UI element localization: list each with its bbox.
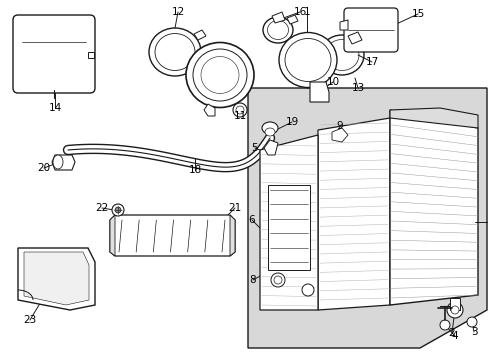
Text: 18: 18 — [188, 165, 201, 175]
Circle shape — [273, 276, 282, 284]
Circle shape — [439, 320, 449, 330]
Text: 9: 9 — [336, 121, 343, 131]
Text: 12: 12 — [171, 7, 184, 17]
Ellipse shape — [185, 42, 253, 108]
Ellipse shape — [193, 49, 246, 101]
Text: 22: 22 — [95, 203, 108, 213]
Circle shape — [236, 106, 244, 114]
Polygon shape — [317, 118, 389, 310]
Text: 7: 7 — [486, 217, 488, 227]
Polygon shape — [247, 88, 486, 348]
Text: 15: 15 — [410, 9, 424, 19]
Text: 10: 10 — [326, 77, 339, 87]
Text: 23: 23 — [23, 315, 37, 325]
Circle shape — [112, 204, 124, 216]
Polygon shape — [389, 110, 477, 305]
FancyBboxPatch shape — [343, 8, 397, 52]
Ellipse shape — [319, 35, 363, 75]
Polygon shape — [24, 252, 89, 305]
Ellipse shape — [149, 28, 201, 76]
Text: 2: 2 — [448, 328, 454, 338]
Polygon shape — [110, 215, 235, 256]
Text: 14: 14 — [48, 103, 61, 113]
Text: 16: 16 — [293, 7, 306, 17]
Polygon shape — [88, 52, 94, 58]
Ellipse shape — [267, 21, 288, 40]
Ellipse shape — [262, 122, 278, 134]
Ellipse shape — [155, 33, 195, 71]
Text: 1: 1 — [303, 7, 310, 17]
Ellipse shape — [264, 128, 274, 136]
Polygon shape — [52, 155, 75, 170]
Polygon shape — [331, 128, 347, 142]
Circle shape — [450, 306, 458, 314]
Text: 6: 6 — [248, 215, 255, 225]
Text: 19: 19 — [285, 117, 298, 127]
Text: 21: 21 — [228, 203, 241, 213]
Text: 8: 8 — [249, 275, 256, 285]
Ellipse shape — [279, 32, 336, 87]
Ellipse shape — [285, 39, 330, 81]
Text: 20: 20 — [38, 163, 50, 173]
Text: 11: 11 — [233, 111, 246, 121]
Ellipse shape — [325, 40, 358, 71]
Polygon shape — [286, 15, 297, 24]
Polygon shape — [260, 135, 317, 310]
Polygon shape — [347, 32, 361, 44]
Text: 4: 4 — [451, 331, 457, 341]
Polygon shape — [18, 248, 95, 310]
Circle shape — [302, 284, 313, 296]
Bar — [449, 298, 459, 310]
Polygon shape — [389, 108, 477, 128]
Text: 17: 17 — [365, 57, 378, 67]
Bar — [267, 185, 309, 270]
FancyBboxPatch shape — [13, 15, 95, 93]
Polygon shape — [203, 104, 215, 116]
Polygon shape — [339, 20, 347, 30]
Ellipse shape — [263, 17, 292, 43]
Polygon shape — [264, 140, 278, 155]
Polygon shape — [309, 82, 328, 102]
Polygon shape — [110, 215, 115, 256]
Circle shape — [115, 207, 121, 213]
Circle shape — [270, 273, 285, 287]
Text: 13: 13 — [351, 83, 364, 93]
Ellipse shape — [201, 57, 239, 94]
Text: 3: 3 — [470, 327, 476, 337]
Polygon shape — [194, 30, 205, 40]
Circle shape — [232, 103, 246, 117]
Polygon shape — [229, 215, 235, 256]
Circle shape — [446, 302, 462, 318]
Text: 5: 5 — [251, 143, 258, 153]
Ellipse shape — [53, 155, 63, 169]
Circle shape — [466, 317, 476, 327]
Polygon shape — [271, 12, 285, 23]
